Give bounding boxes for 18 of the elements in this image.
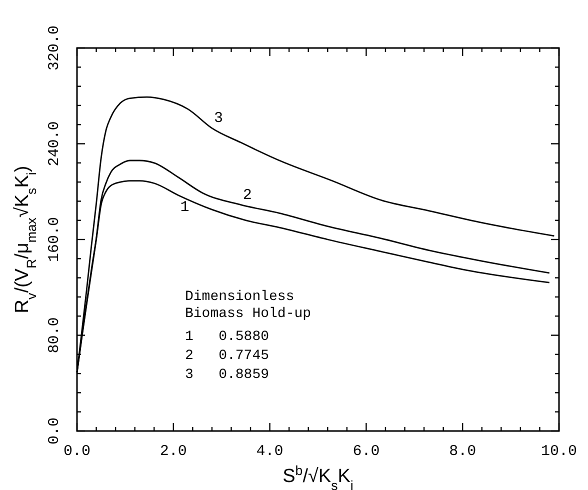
y-tick-label: 320.0 [46, 25, 63, 71]
annotation: 3 0.8859 [185, 367, 270, 383]
x-tick-label: 4.0 [256, 443, 284, 460]
series-label: 2 [242, 186, 252, 204]
x-tick-label: 0.0 [63, 443, 91, 460]
x-tick-label: 6.0 [352, 443, 380, 460]
x-axis-title: S$^{b}$/√K$_{s}$K$_{i}$ [282, 462, 354, 490]
series-label: 3 [214, 110, 223, 128]
y-tick-label: 80.0 [46, 317, 63, 354]
x-tick-label: 10.0 [540, 443, 578, 460]
y-tick-label: 160.0 [46, 216, 63, 262]
series-label: 1 [180, 199, 190, 216]
x-tick-label: 2.0 [160, 443, 187, 460]
annotation: 1 0.5880 [185, 329, 270, 345]
y-tick-label: 240.0 [46, 121, 63, 166]
legend-title: Dimensionless Biomass Hold-up [185, 289, 312, 322]
x-tick-label: 8.0 [449, 443, 476, 460]
annotation: 2 0.7745 [185, 348, 270, 364]
